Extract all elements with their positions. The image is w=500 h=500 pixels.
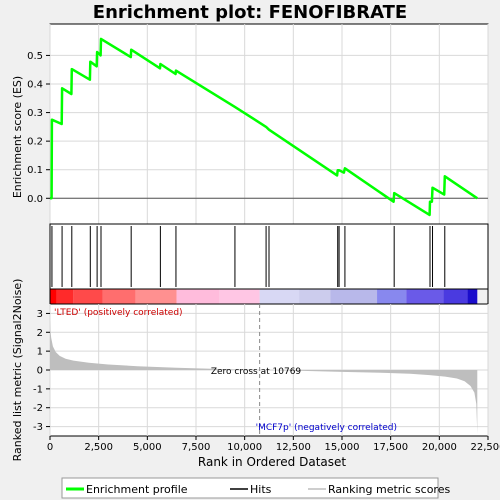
heatmap-segment bbox=[467, 289, 478, 304]
heatmap-segment bbox=[299, 289, 331, 304]
legend: Enrichment profile Hits Ranking metric sco… bbox=[66, 483, 450, 496]
metric-y-tick-label: -2 bbox=[33, 403, 43, 414]
x-tick-label: 15,000 bbox=[325, 442, 360, 453]
x-tick-label: 17,500 bbox=[373, 442, 408, 453]
es-y-tick-label: 0.4 bbox=[27, 80, 43, 91]
x-tick-label: 10,000 bbox=[227, 442, 262, 453]
metric-y-axis-label: Ranked list metric (Signal2Noise) bbox=[11, 279, 24, 462]
heatmap-segment bbox=[135, 289, 177, 304]
metric-y-axis: -3 -2 -1 0 1 2 3 bbox=[33, 309, 50, 433]
es-grid bbox=[49, 24, 489, 224]
x-tick-label: 7,500 bbox=[182, 442, 211, 453]
heatmap-segment bbox=[406, 289, 444, 304]
x-tick-label: 22,500 bbox=[471, 442, 500, 453]
es-y-tick-label: 0.3 bbox=[27, 108, 43, 119]
heatmap-segment bbox=[259, 289, 300, 304]
negative-class-label: 'MCF7p' (negatively correlated) bbox=[256, 423, 397, 433]
heatmap-segment bbox=[443, 289, 468, 304]
x-tick-label: 2,500 bbox=[84, 442, 113, 453]
metric-y-tick-label: 1 bbox=[37, 347, 43, 358]
es-y-tick-label: 0.5 bbox=[27, 51, 43, 62]
es-y-axis-label: Enrichment score (ES) bbox=[11, 76, 24, 198]
heatmap-segment bbox=[176, 289, 220, 304]
es-y-tick-label: 0.2 bbox=[27, 137, 43, 148]
x-tick-label: 20,000 bbox=[422, 442, 457, 453]
metric-y-tick-label: -3 bbox=[33, 422, 43, 433]
legend-label: Ranking metric scores bbox=[328, 483, 450, 496]
heatmap-segment bbox=[73, 289, 103, 304]
legend-label: Enrichment profile bbox=[86, 483, 188, 496]
es-y-axis: 0.0 0.1 0.2 0.3 0.4 0.5 bbox=[27, 51, 50, 205]
heatmap-segment bbox=[330, 289, 378, 304]
hits-marks bbox=[51, 226, 446, 287]
x-tick-label: 0 bbox=[47, 442, 53, 453]
metric-y-tick-label: 0 bbox=[37, 366, 43, 377]
x-tick-label: 5,000 bbox=[133, 442, 162, 453]
legend-label: Hits bbox=[250, 483, 272, 496]
legend-box bbox=[61, 477, 439, 499]
heatmap-segment bbox=[56, 289, 74, 304]
x-tick-label: 12,500 bbox=[276, 442, 311, 453]
zero-cross-label: Zero cross at 10769 bbox=[211, 367, 302, 377]
chart-title: Enrichment plot: FENOFIBRATE bbox=[93, 2, 407, 23]
heatmap-segment bbox=[50, 289, 57, 304]
metric-y-tick-label: 3 bbox=[37, 309, 43, 320]
x-axis: 0 2,500 5,000 7,500 10,000 12,500 15,000 17,500… bbox=[47, 436, 500, 453]
heatmap-segment bbox=[102, 289, 136, 304]
metric-y-tick-label: 2 bbox=[37, 328, 43, 339]
metric-y-tick-label: -1 bbox=[33, 384, 43, 395]
es-panel-frame bbox=[49, 23, 489, 225]
heatmap-segment bbox=[377, 289, 407, 304]
x-axis-label: Rank in Ordered Dataset bbox=[198, 455, 346, 469]
es-y-tick-label: 0.0 bbox=[27, 194, 43, 205]
heatmap-segment bbox=[219, 289, 260, 304]
es-y-tick-label: 0.1 bbox=[27, 165, 43, 176]
positive-class-label: 'LTED' (positively correlated) bbox=[54, 308, 183, 318]
enrichment-profile-line bbox=[50, 37, 479, 217]
ranked-list-heatmap-bar bbox=[50, 289, 478, 304]
